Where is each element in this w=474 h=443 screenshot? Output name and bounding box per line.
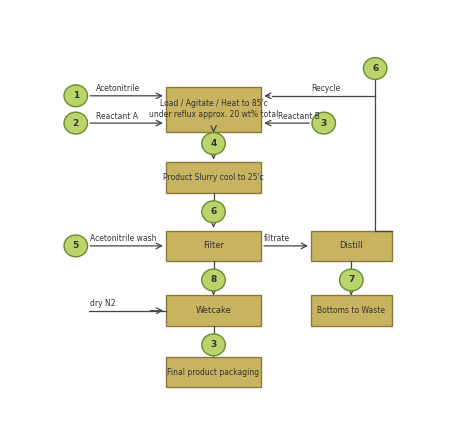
Text: 3: 3	[320, 119, 327, 128]
Text: Bottoms to Waste: Bottoms to Waste	[317, 306, 385, 315]
Text: dry N2: dry N2	[91, 299, 116, 308]
FancyBboxPatch shape	[166, 87, 261, 132]
Text: Wetcake: Wetcake	[196, 306, 231, 315]
Circle shape	[364, 58, 387, 79]
Text: 3: 3	[210, 340, 217, 350]
FancyBboxPatch shape	[166, 230, 261, 261]
Text: 2: 2	[73, 119, 79, 128]
Text: 4: 4	[210, 139, 217, 148]
Text: Reactant A: Reactant A	[96, 112, 138, 120]
Text: 1: 1	[73, 91, 79, 100]
Text: 5: 5	[73, 241, 79, 250]
Circle shape	[64, 85, 88, 107]
Text: Load / Agitate / Heat to 85'c
under reflux approx. 20 wt% total: Load / Agitate / Heat to 85'c under refl…	[149, 99, 278, 120]
Text: Distill: Distill	[339, 241, 363, 250]
Text: 7: 7	[348, 276, 355, 284]
Circle shape	[312, 112, 336, 134]
FancyBboxPatch shape	[311, 295, 392, 326]
Circle shape	[202, 132, 225, 155]
Text: Filter: Filter	[203, 241, 224, 250]
Circle shape	[202, 201, 225, 223]
Circle shape	[64, 235, 88, 257]
Text: filtrate: filtrate	[264, 234, 291, 244]
Text: Product Slurry cool to 25'c: Product Slurry cool to 25'c	[163, 173, 264, 182]
FancyBboxPatch shape	[166, 162, 261, 193]
Text: 6: 6	[210, 207, 217, 216]
Text: Acetonitrile wash: Acetonitrile wash	[91, 234, 157, 244]
Text: 8: 8	[210, 276, 217, 284]
Circle shape	[202, 269, 225, 291]
FancyBboxPatch shape	[166, 357, 261, 388]
Text: Final product packaging: Final product packaging	[167, 368, 260, 377]
Circle shape	[64, 112, 88, 134]
Text: Reactant B: Reactant B	[278, 112, 319, 120]
Circle shape	[202, 334, 225, 356]
Text: Recycle: Recycle	[311, 84, 340, 93]
Circle shape	[339, 269, 363, 291]
Text: 6: 6	[372, 64, 378, 73]
Text: Acetonitrile: Acetonitrile	[96, 84, 140, 93]
FancyBboxPatch shape	[166, 295, 261, 326]
FancyBboxPatch shape	[311, 230, 392, 261]
